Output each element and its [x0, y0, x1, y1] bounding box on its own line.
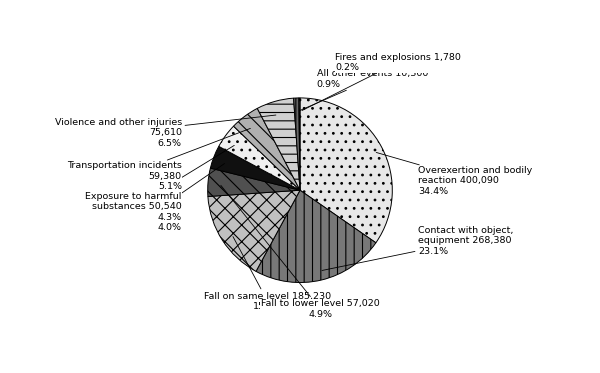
Wedge shape	[257, 98, 300, 190]
Text: Exposure to harmful
substances 50,540
4.3%: Exposure to harmful substances 50,540 4.…	[85, 145, 234, 222]
Text: Slips, trips 46,590
4.0%: Slips, trips 46,590 4.0%	[96, 163, 224, 232]
Text: Overexertion and bodily
reaction 400,090
34.4%: Overexertion and bodily reaction 400,090…	[376, 153, 532, 196]
Text: Transportation incidents
59,380
5.1%: Transportation incidents 59,380 5.1%	[67, 128, 250, 191]
Wedge shape	[233, 109, 300, 190]
Text: Fires and explosions 1,780
0.2%: Fires and explosions 1,780 0.2%	[302, 53, 461, 110]
Text: Violence and other injuries
75,610
6.5%: Violence and other injuries 75,610 6.5%	[55, 115, 276, 148]
Text: Fall to lower level 57,020
4.9%: Fall to lower level 57,020 4.9%	[221, 185, 380, 319]
Wedge shape	[219, 126, 300, 190]
Wedge shape	[208, 168, 300, 197]
Wedge shape	[256, 190, 376, 282]
Wedge shape	[300, 98, 392, 243]
Wedge shape	[211, 146, 300, 190]
Text: Fall on same level 185,230
15.9%: Fall on same level 185,230 15.9%	[204, 236, 331, 311]
Wedge shape	[299, 98, 300, 190]
Text: Contact with object,
equipment 268,380
23.1%: Contact with object, equipment 268,380 2…	[322, 226, 514, 270]
Wedge shape	[208, 190, 300, 272]
Wedge shape	[293, 98, 300, 190]
Text: All other events 10,300
0.9%: All other events 10,300 0.9%	[299, 69, 428, 111]
